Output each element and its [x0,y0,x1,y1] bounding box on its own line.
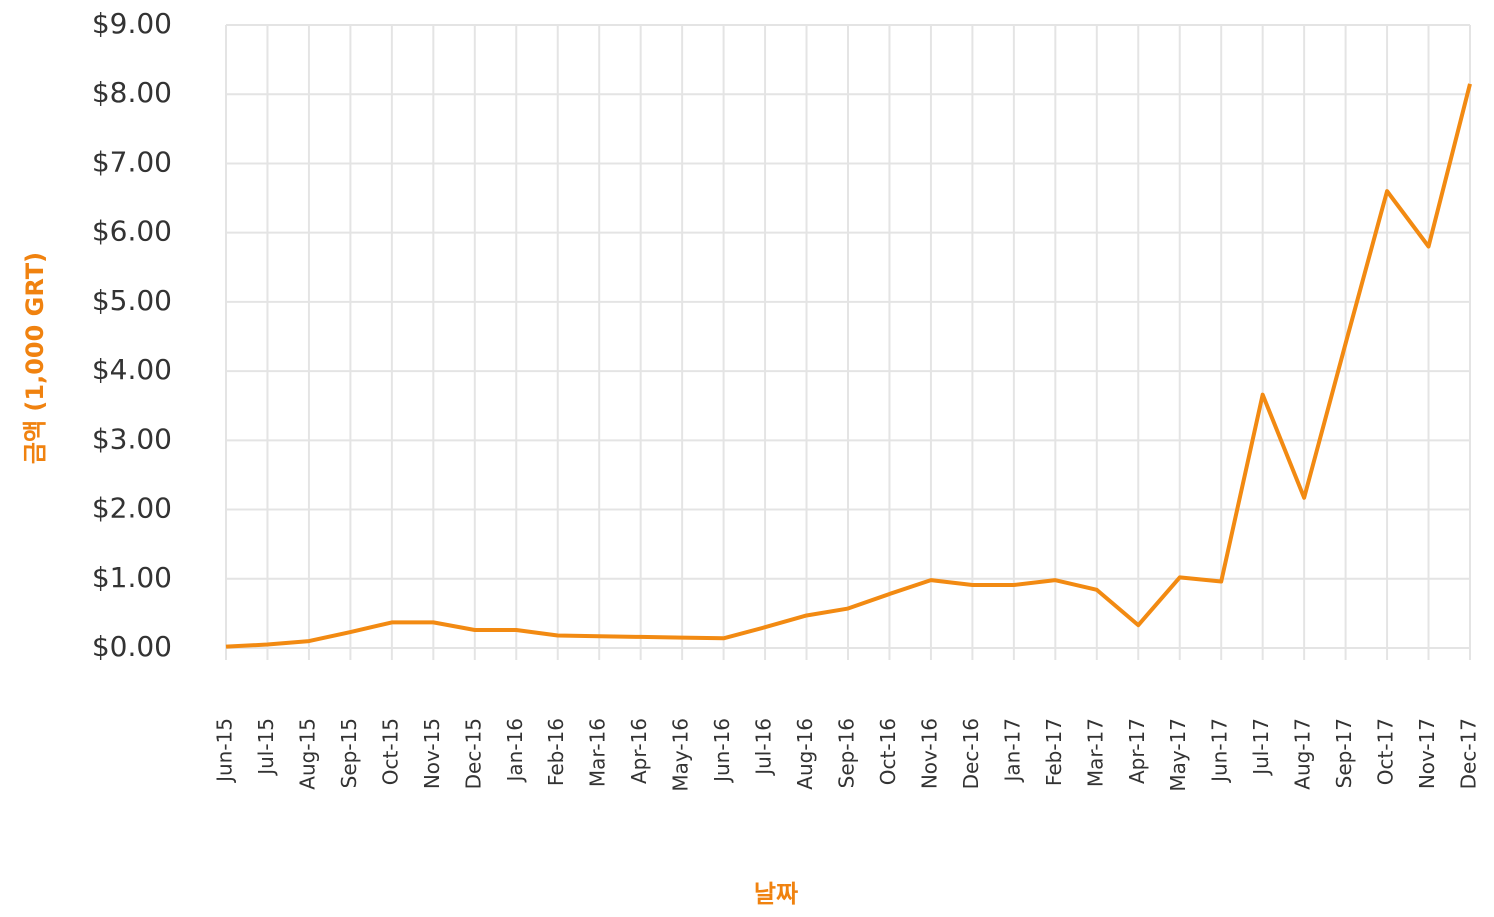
x-tick-label: Sep-17 [1332,718,1356,788]
x-tick-label: Jan-16 [503,718,527,784]
y-axis-title: 금액 (1,000 GRT) [21,252,49,464]
y-tick-label: $8.00 [92,76,172,109]
x-tick-label: Nov-17 [1415,718,1439,789]
x-tick-label: Feb-16 [544,718,568,786]
x-tick-label: Jul-15 [254,718,278,777]
x-tick-label: Mar-17 [1083,718,1107,787]
x-tick-label: Jul-16 [752,718,776,777]
x-tick-label: Aug-15 [295,718,319,790]
x-tick-label: Apr-16 [627,718,651,784]
x-tick-label: Jun-15 [213,718,237,784]
y-tick-label: $9.00 [92,7,172,40]
x-tick-label: Sep-15 [337,718,361,788]
y-tick-label: $0.00 [92,630,172,663]
y-tick-label: $4.00 [92,353,172,386]
x-tick-label: May-17 [1166,718,1190,792]
x-tick-label: Aug-16 [793,718,817,790]
x-tick-label: Jul-17 [1249,718,1273,777]
x-tick-label: Oct-17 [1374,718,1398,785]
x-tick-label: Oct-16 [876,718,900,785]
x-tick-label: Jun-16 [710,718,734,784]
x-tick-label: Feb-17 [1042,718,1066,786]
x-tick-label: Aug-17 [1291,718,1315,790]
x-axis-title: 날짜 [754,880,798,908]
y-tick-label: $6.00 [92,215,172,248]
y-tick-label: $7.00 [92,145,172,178]
x-tick-label: Nov-16 [917,718,941,789]
x-tick-label: Sep-16 [835,718,859,788]
x-tick-label: Mar-16 [586,718,610,787]
data-line [225,83,1472,649]
x-tick-label: Dec-16 [959,718,983,789]
x-tick-label: Jun-17 [1208,718,1232,784]
x-tick-label: Oct-15 [378,718,402,785]
x-tick-label: Nov-15 [420,718,444,789]
y-tick-label: $2.00 [92,492,172,525]
x-tick-label: Apr-17 [1125,718,1149,784]
y-tick-label: $1.00 [92,561,172,594]
y-tick-label: $5.00 [92,284,172,317]
y-tick-label: $3.00 [92,422,172,455]
x-tick-label: Dec-15 [461,718,485,789]
x-tick-label: Dec-17 [1457,718,1481,789]
x-tick-label: Jan-17 [1000,718,1024,784]
x-tick-label: May-16 [669,718,693,792]
